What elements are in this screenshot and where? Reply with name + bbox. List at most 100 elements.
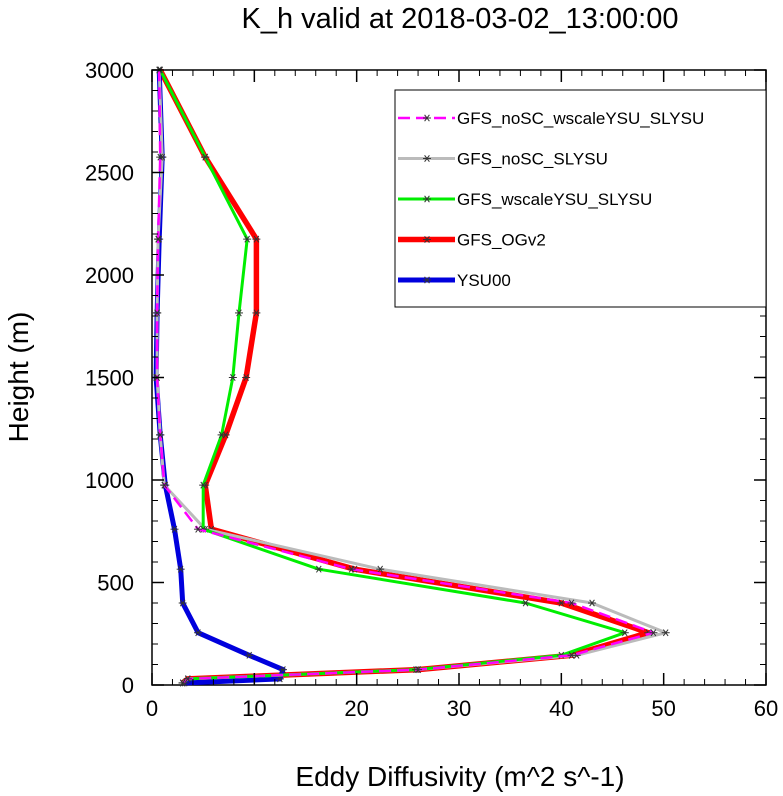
data-point-stroke (200, 481, 206, 489)
x-tick-label: 20 (344, 696, 368, 721)
data-point-stroke (179, 679, 186, 687)
legend-marker (423, 276, 431, 284)
data-point (314, 565, 323, 573)
y-tick-label: 1000 (85, 468, 134, 493)
series-YSU00 (152, 66, 287, 687)
data-point-stroke (424, 236, 430, 243)
data-point-stroke (424, 195, 430, 203)
data-point-stroke (185, 675, 191, 683)
data-point (347, 565, 356, 573)
data-point-stroke (236, 309, 242, 317)
data-point (557, 599, 566, 607)
ticks-layer: 0 10 20 30 40 50 60 0 500 1000 1500 2000 2500 3000 (85, 58, 778, 721)
data-point (414, 666, 423, 674)
data-point-stroke (621, 629, 628, 637)
data-point (588, 599, 597, 607)
data-point (567, 651, 576, 659)
data-point (252, 309, 261, 317)
legend-label: GFS_noSC_SLYSU (457, 150, 608, 169)
data-point (170, 525, 179, 533)
data-point (661, 629, 670, 637)
data-point (178, 599, 187, 607)
legend-label: GFS_OGv2 (457, 231, 546, 250)
data-point (620, 629, 629, 637)
data-point-stroke (316, 565, 322, 573)
y-tick-label: 1500 (85, 366, 134, 391)
legend-label: YSU00 (457, 271, 511, 290)
data-point-stroke (424, 276, 430, 284)
data-point (194, 525, 203, 533)
legend-label: GFS_wscaleYSU_SLYSU (457, 190, 652, 209)
legend-marker (423, 195, 431, 203)
x-tick-label: 10 (242, 696, 266, 721)
x-tick-label: 60 (754, 696, 778, 721)
legend-item: GFS_noSC_wscaleYSU_SLYSU (398, 109, 704, 128)
data-point (278, 666, 287, 674)
data-point-stroke (157, 431, 163, 439)
y-tick-label: 3000 (85, 58, 134, 83)
legend-item: YSU00 (398, 271, 511, 290)
data-point (156, 431, 165, 439)
series-GFS_noSC_wscaleYSU_SLYSU (153, 66, 658, 687)
legend-item: GFS_OGv2 (398, 231, 546, 250)
data-point-stroke (568, 651, 575, 659)
data-point (176, 565, 185, 573)
y-tick-label: 2000 (85, 263, 134, 288)
legend-marker (423, 114, 431, 122)
data-point-stroke (650, 629, 657, 637)
data-point-stroke (243, 373, 249, 382)
data-point-stroke (589, 599, 595, 607)
data-point-stroke (522, 599, 529, 607)
data-point-stroke (171, 525, 178, 533)
y-tick-label: 500 (97, 571, 134, 596)
data-point-stroke (195, 525, 201, 533)
data-point-stroke (253, 235, 260, 243)
data-point-stroke (222, 431, 229, 439)
data-point (199, 481, 208, 489)
legend-box (394, 89, 767, 308)
data-point (201, 153, 210, 161)
data-point-stroke (662, 629, 669, 637)
data-point-stroke (253, 309, 260, 317)
data-point-stroke (218, 431, 225, 439)
data-point-stroke (377, 565, 384, 573)
data-point (243, 235, 252, 243)
data-point-stroke (155, 235, 161, 243)
data-point-stroke (280, 666, 286, 674)
data-point (228, 373, 237, 382)
data-point-stroke (415, 666, 421, 674)
data-point (521, 599, 530, 607)
data-point (245, 651, 254, 659)
data-point-stroke (568, 599, 575, 607)
data-point (153, 309, 162, 317)
data-point (242, 373, 251, 382)
y-tick-label: 0 (122, 673, 134, 698)
data-point-stroke (348, 565, 355, 573)
data-point (567, 599, 576, 607)
data-point-stroke (244, 235, 250, 243)
legend-label: GFS_noSC_wscaleYSU_SLYSU (457, 109, 704, 128)
data-point (217, 431, 226, 439)
data-point-stroke (202, 153, 209, 161)
data-point-stroke (424, 155, 430, 162)
data-point-stroke (157, 153, 163, 161)
data-point-stroke (195, 629, 201, 637)
data-point (649, 629, 658, 637)
data-point (178, 679, 187, 687)
legend: GFS_noSC_wscaleYSU_SLYSU GFS_noSC_SLYSU GF… (394, 89, 767, 308)
legend-marker (423, 155, 431, 162)
chart-title: K_h valid at 2018-03-02_13:00:00 (242, 3, 679, 35)
data-point-stroke (177, 565, 184, 573)
data-point (160, 481, 169, 489)
legend-item: GFS_noSC_SLYSU (398, 150, 608, 169)
x-axis-title: Eddy Diffusivity (m^2 s^-1) (295, 761, 624, 792)
x-tick-label: 40 (549, 696, 573, 721)
data-point-stroke (277, 675, 283, 683)
data-point (234, 309, 243, 317)
data-point-stroke (154, 309, 160, 317)
data-point-stroke (179, 599, 186, 607)
x-tick-label: 30 (447, 696, 471, 721)
data-point-stroke (558, 599, 565, 607)
data-point-stroke (246, 651, 253, 659)
